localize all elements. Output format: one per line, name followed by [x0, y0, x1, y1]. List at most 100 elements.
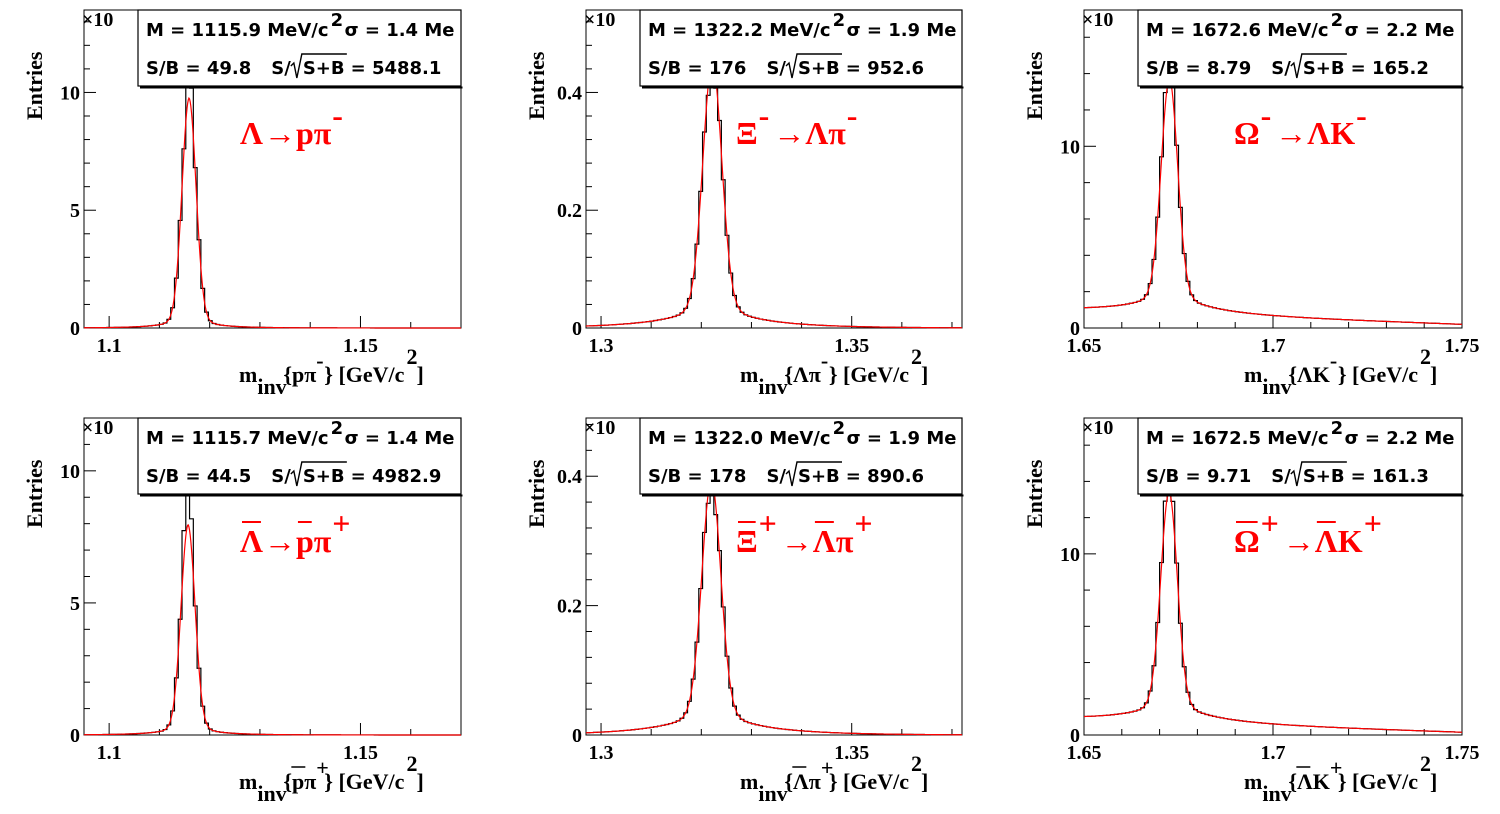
- x-tick-label: 1.7: [1261, 742, 1286, 764]
- stats-sb: S/B = 8.79: [1146, 58, 1251, 79]
- stats-sigma: σ = 1.4 Me: [345, 20, 455, 41]
- x-axis-label-unit: } [GeV/c: [324, 362, 404, 387]
- stats-signif-value: = 165.2: [1351, 58, 1429, 79]
- decay-daughter-2: π: [314, 523, 332, 559]
- stats-mass-sup: 2: [331, 10, 344, 31]
- x-axis-label-arg: {pπ: [283, 362, 316, 387]
- x-tick-label: 1.1: [97, 742, 122, 764]
- x-axis-label-close: ]: [921, 362, 928, 387]
- decay-parent: Λ: [240, 115, 263, 151]
- stats-mass-sup: 2: [833, 10, 846, 31]
- x-tick-label: 1.75: [1445, 742, 1480, 764]
- decay-daughter-2: K: [1330, 115, 1355, 151]
- stats-mass-sup: 2: [331, 418, 344, 439]
- x-axis-label-unit: } [GeV/c: [829, 769, 909, 794]
- y-multiplier: ×10: [82, 417, 113, 439]
- x-axis-label-unit-sup: 2: [1420, 751, 1431, 776]
- fit-curve: [585, 477, 962, 736]
- mass-panel: 0 0.2 0.4 1.3 1.35 ×10 Entries M = 1322.0 MeV/c…: [524, 417, 964, 806]
- histogram-series: [586, 71, 962, 329]
- stats-signif-root: S+B: [303, 58, 345, 79]
- x-axis-label-arg: {ΛK: [1288, 362, 1330, 387]
- decay-arrow: →: [1275, 115, 1307, 151]
- x-axis-label-unit-sup: 2: [406, 751, 417, 776]
- y-tick-label: 10: [60, 461, 80, 483]
- mass-panel: 0 10 1.65 1.7 1.75 ×10 Entries M = 1672.6 MeV/c…: [1022, 9, 1480, 399]
- x-axis-label-sub: inv: [1262, 374, 1291, 399]
- decay-daughter-charge: -: [332, 97, 343, 133]
- y-tick-label: 0.4: [557, 466, 582, 488]
- decay-parent: Ω: [1234, 523, 1260, 559]
- x-tick-label: 1.65: [1067, 742, 1102, 764]
- y-multiplier: ×10: [1082, 417, 1113, 439]
- decay-daughter-charge: +: [332, 505, 350, 541]
- y-axis-label: Entries: [524, 51, 549, 120]
- y-tick-label: 10: [1060, 544, 1080, 566]
- y-axis-label: Entries: [22, 459, 47, 528]
- y-tick-label: 5: [70, 593, 80, 615]
- x-axis-label-sub: inv: [758, 374, 787, 399]
- decay-daughter-2: π: [314, 115, 332, 151]
- decay-parent-charge: -: [1261, 97, 1272, 133]
- stats-sigma: σ = 1.9 Me: [847, 428, 957, 449]
- x-axis-label-arg: {Λπ: [784, 769, 821, 794]
- decay-daughter-2: π: [836, 523, 854, 559]
- decay-daughter-2: π: [828, 115, 846, 151]
- y-multiplier: ×10: [1082, 9, 1113, 31]
- y-tick-label: 10: [60, 82, 80, 104]
- stats-signif-value: = 5488.1: [351, 58, 442, 79]
- sqrt-sign: [290, 461, 347, 487]
- decay-parent-charge: +: [1261, 505, 1279, 541]
- stats-mass: M = 1322.2 MeV/c: [648, 20, 831, 41]
- decay-daughter-1: Λ: [1315, 523, 1338, 559]
- stats-sb: S/B = 49.8: [146, 58, 251, 79]
- x-axis-label-unit-sup: 2: [1420, 344, 1431, 369]
- x-tick-label: 1.15: [343, 742, 378, 764]
- x-axis-label-arg-sup: +: [1330, 755, 1343, 780]
- decay-daughter-2: K: [1338, 523, 1363, 559]
- x-axis-label-unit-sup: 2: [911, 344, 922, 369]
- y-tick-label: 10: [1060, 136, 1080, 158]
- stats-mass-sup: 2: [833, 418, 846, 439]
- stats-signif-root: S+B: [798, 466, 840, 487]
- stats-signif-root: S+B: [1303, 466, 1345, 487]
- x-axis-label-unit: } [GeV/c: [324, 769, 404, 794]
- x-axis-label-main: m: [1244, 769, 1262, 794]
- stats-sigma: σ = 1.9 Me: [847, 20, 957, 41]
- mass-panel: 0 10 1.65 1.7 1.75 ×10 Entries M = 1672.5 MeV/c…: [1022, 417, 1480, 806]
- x-axis-label-main: m: [740, 362, 758, 387]
- x-axis-label-arg: {pπ: [283, 769, 316, 794]
- decay-daughter-1: Λ: [805, 115, 828, 151]
- fit-curve: [84, 96, 461, 329]
- decay-arrow: →: [264, 523, 296, 559]
- stats-mass-sup: 2: [1331, 10, 1344, 31]
- stats-signif-root: S+B: [303, 466, 345, 487]
- x-tick-label: 1.35: [834, 742, 869, 764]
- stats-box: [1137, 417, 1463, 495]
- x-tick-label: 1.75: [1445, 335, 1480, 357]
- x-axis-label-main: m: [1244, 362, 1262, 387]
- fit-curve: [1083, 489, 1463, 733]
- stats-mass: M = 1115.9 MeV/c: [146, 20, 329, 41]
- y-tick-label: 0: [70, 725, 80, 747]
- y-tick-label: 0: [1070, 318, 1080, 340]
- sqrt-sign: [785, 461, 842, 487]
- y-tick-label: 5: [70, 200, 80, 222]
- decay-daughter-charge: +: [1364, 505, 1382, 541]
- stats-mass: M = 1672.6 MeV/c: [1146, 20, 1329, 41]
- mass-panel: 0 0.2 0.4 1.3 1.35 ×10 Entries M = 1322.2 MeV/c…: [524, 9, 964, 399]
- decay-parent-charge: -: [759, 97, 770, 133]
- x-axis-label-unit: } [GeV/c: [1338, 362, 1418, 387]
- x-axis-label-unit-sup: 2: [911, 751, 922, 776]
- y-axis-label: Entries: [1022, 51, 1047, 120]
- x-tick-label: 1.65: [1067, 335, 1102, 357]
- stats-signif-value: = 4982.9: [351, 466, 442, 487]
- decay-daughter-charge: -: [1356, 97, 1367, 133]
- decay-daughter-charge: +: [854, 505, 872, 541]
- stats-signif-root: S+B: [798, 58, 840, 79]
- x-axis-label-sub: inv: [257, 781, 286, 806]
- y-multiplier: ×10: [584, 9, 615, 31]
- x-axis-label-unit-sup: 2: [406, 344, 417, 369]
